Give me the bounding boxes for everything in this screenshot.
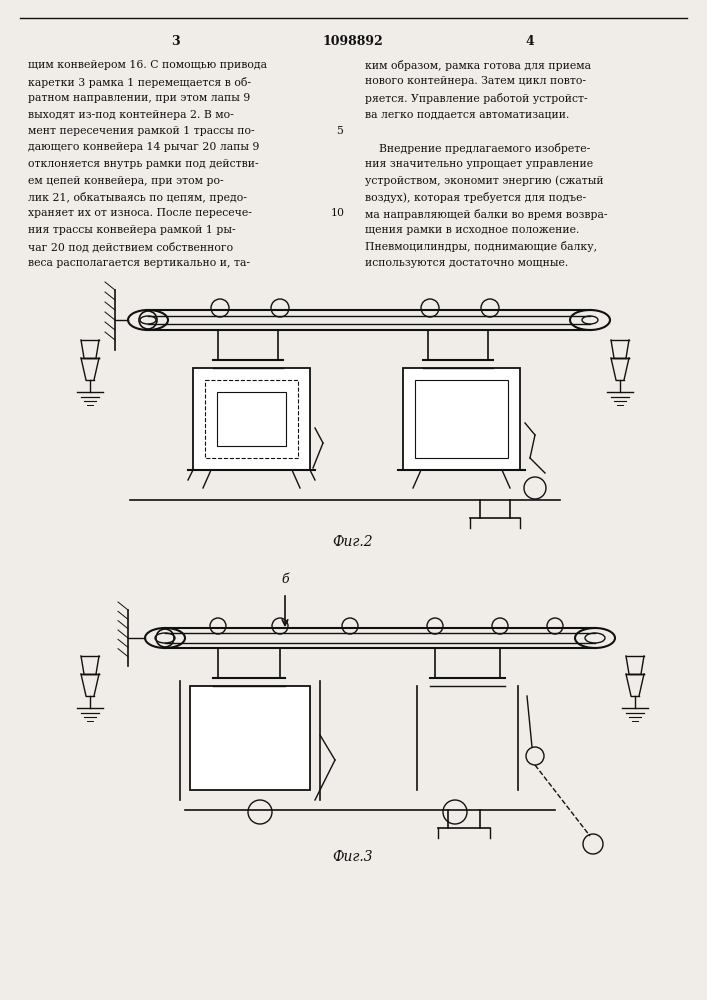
Text: 3: 3 (170, 35, 180, 48)
Bar (403, 368, 520, 470)
Ellipse shape (155, 633, 175, 643)
Text: Пневмоцилиндры, поднимающие балку,: Пневмоцилиндры, поднимающие балку, (365, 241, 597, 252)
Text: дающего конвейера 14 рычаг 20 лапы 9: дающего конвейера 14 рычаг 20 лапы 9 (28, 142, 259, 152)
Text: 1098892: 1098892 (322, 35, 383, 48)
Text: 10: 10 (331, 209, 345, 219)
Text: веса располагается вертикально и, та-: веса располагается вертикально и, та- (28, 258, 250, 268)
Text: мент пересечения рамкой 1 трассы по-: мент пересечения рамкой 1 трассы по- (28, 126, 255, 136)
Text: ва легко поддается автоматизации.: ва легко поддается автоматизации. (365, 109, 569, 119)
Text: 4: 4 (525, 35, 534, 48)
Bar (217, 392, 286, 446)
Text: ратном направлении, при этом лапы 9: ратном направлении, при этом лапы 9 (28, 93, 250, 103)
Text: выходят из-под контейнера 2. В мо-: выходят из-под контейнера 2. В мо- (28, 109, 234, 119)
Text: используются достаточно мощные.: используются достаточно мощные. (365, 258, 568, 268)
Text: Внедрение предлагаемого изобрете-: Внедрение предлагаемого изобрете- (365, 142, 590, 153)
Text: ния значительно упрощает управление: ния значительно упрощает управление (365, 159, 593, 169)
Text: храняет их от износа. После пересече-: храняет их от износа. После пересече- (28, 209, 252, 219)
Text: лик 21, обкатываясь по цепям, предо-: лик 21, обкатываясь по цепям, предо- (28, 192, 247, 203)
Text: ем цепей конвейера, при этом ро-: ем цепей конвейера, при этом ро- (28, 176, 223, 186)
Bar (415, 380, 508, 458)
Text: щим конвейером 16. С помощью привода: щим конвейером 16. С помощью привода (28, 60, 267, 70)
Text: щения рамки в исходное положение.: щения рамки в исходное положение. (365, 225, 579, 235)
Bar (190, 686, 310, 790)
Text: каретки 3 рамка 1 перемещается в об-: каретки 3 рамка 1 перемещается в об- (28, 77, 251, 88)
Text: ма направляющей балки во время возвра-: ма направляющей балки во время возвра- (365, 209, 607, 220)
Text: ким образом, рамка готова для приема: ким образом, рамка готова для приема (365, 60, 591, 71)
Text: Фиг.3: Фиг.3 (333, 850, 373, 864)
Text: ния трассы конвейера рамкой 1 ры-: ния трассы конвейера рамкой 1 ры- (28, 225, 235, 235)
Ellipse shape (140, 316, 156, 324)
Bar (193, 368, 310, 470)
Text: 5: 5 (337, 126, 344, 136)
Bar (205, 380, 298, 458)
Text: б: б (281, 573, 289, 586)
Text: ряется. Управление работой устройст-: ряется. Управление работой устройст- (365, 93, 588, 104)
Text: устройством, экономит энергию (сжатый: устройством, экономит энергию (сжатый (365, 176, 604, 186)
Text: чаг 20 под действием собственного: чаг 20 под действием собственного (28, 241, 233, 252)
Text: Фиг.2: Фиг.2 (333, 535, 373, 549)
Ellipse shape (582, 316, 598, 324)
Ellipse shape (585, 633, 605, 643)
Text: нового контейнера. Затем цикл повто-: нового контейнера. Затем цикл повто- (365, 77, 586, 87)
Text: отклоняется внутрь рамки под действи-: отклоняется внутрь рамки под действи- (28, 159, 259, 169)
Text: воздух), которая требуется для подъе-: воздух), которая требуется для подъе- (365, 192, 586, 203)
